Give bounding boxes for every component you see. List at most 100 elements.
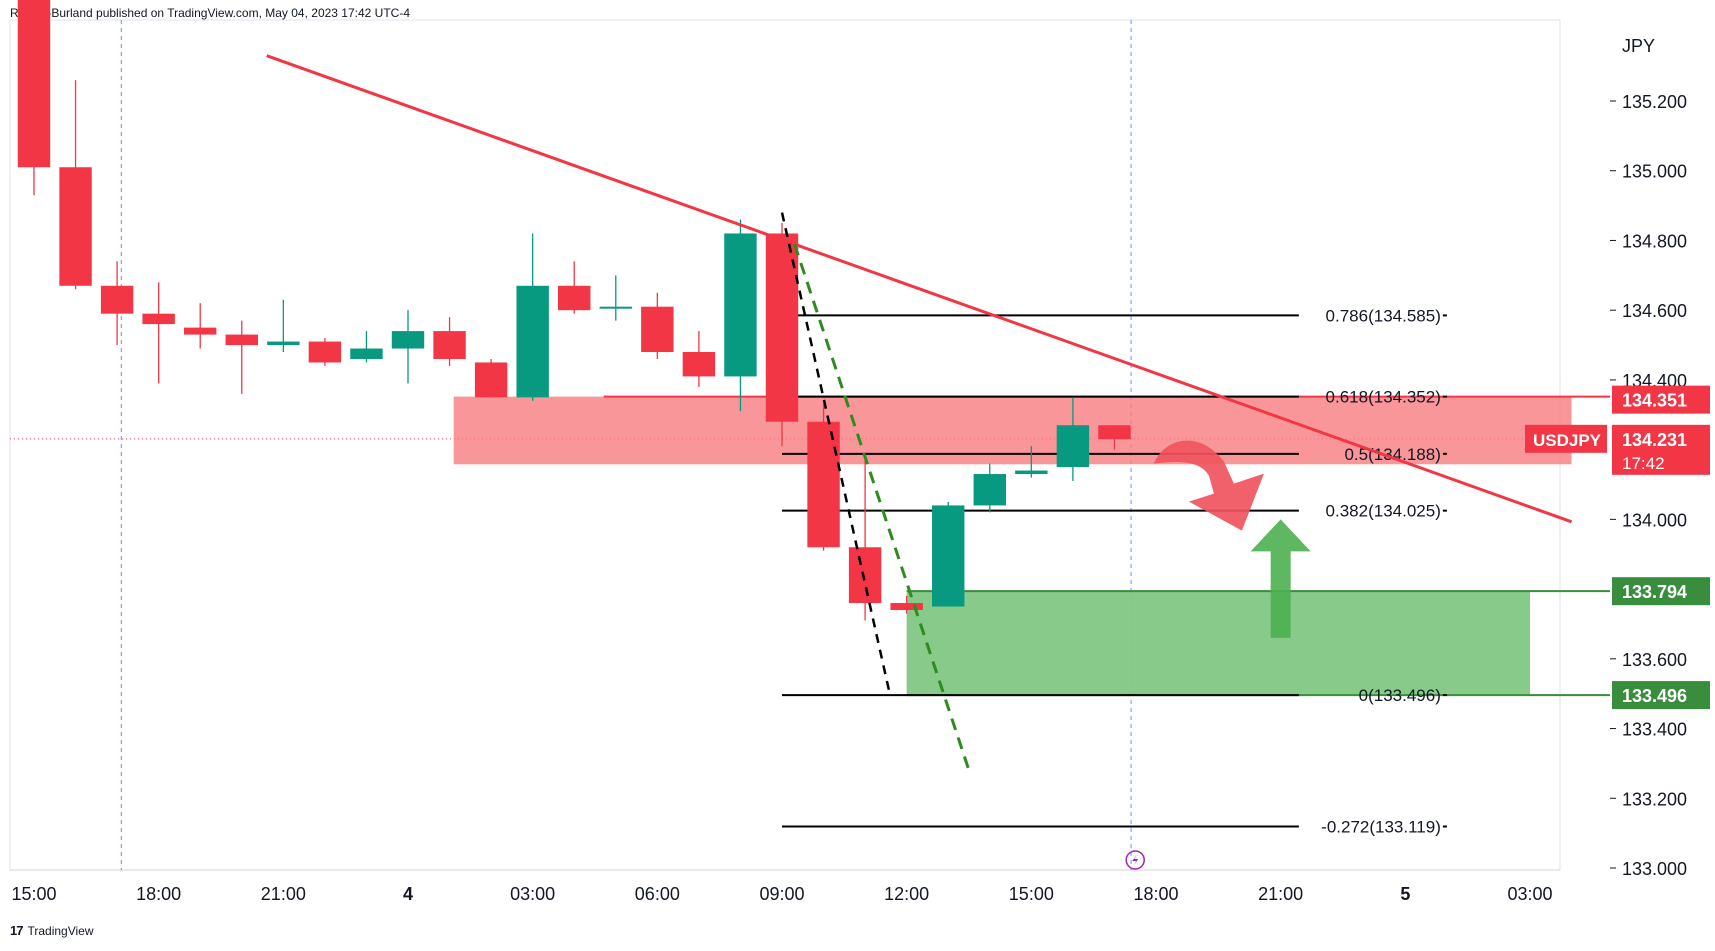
symbol-badge: USDJPY	[1525, 424, 1607, 453]
candle-body	[724, 233, 757, 377]
candle-body	[474, 362, 508, 398]
symbol-badge-bg	[1525, 424, 1607, 453]
candle-body	[308, 341, 342, 363]
candle-14[interactable]	[599, 275, 632, 321]
candle-body	[973, 474, 1006, 506]
candle-3[interactable]	[142, 282, 175, 384]
bullish-up-arrow-icon	[1250, 519, 1311, 638]
currency-label: JPY	[1622, 36, 1655, 56]
candle-22[interactable]	[932, 501, 965, 607]
candle-1[interactable]	[59, 80, 92, 290]
candle-10[interactable]	[433, 317, 466, 366]
descending-trendline	[266, 54, 1573, 524]
candle-body	[184, 327, 217, 335]
candle-body	[1098, 425, 1131, 440]
x-tick-7: 12:00	[884, 884, 929, 904]
symbol-badge-text: USDJPY	[1533, 431, 1602, 450]
candle-20[interactable]	[848, 460, 882, 621]
x-tick-10: 21:00	[1258, 884, 1303, 904]
candle-body	[890, 603, 923, 611]
resistance-badge: 134.351	[1612, 385, 1710, 414]
candle-body	[100, 285, 134, 314]
candle-body	[807, 421, 840, 548]
candle-body	[1015, 470, 1048, 475]
fib-label-3: 0.382(134.025)	[1326, 502, 1441, 521]
candle-23[interactable]	[973, 463, 1006, 513]
candle-25[interactable]	[1056, 397, 1090, 482]
candle-9[interactable]	[391, 310, 425, 384]
x-tick-1: 18:00	[136, 884, 181, 904]
candle-body	[848, 547, 882, 604]
candle-body	[558, 285, 591, 311]
candle-body	[225, 334, 258, 346]
candle-body	[391, 331, 425, 349]
tradingview-logo-icon: 17	[10, 923, 24, 938]
fib-label-0: 0.786(134.585)	[1326, 306, 1441, 325]
x-tick-3: 4	[403, 884, 413, 904]
support-bottom-badge: 133.496	[1612, 681, 1710, 710]
y-tick-5: 134.000	[1622, 510, 1687, 530]
last-price-text: 134.231	[1622, 430, 1687, 450]
support-bottom-badge-text: 133.496	[1622, 686, 1687, 706]
brand-name: TradingView	[27, 923, 94, 938]
candle-6[interactable]	[267, 299, 300, 353]
candle-15[interactable]	[641, 292, 674, 359]
candle-body	[641, 306, 674, 353]
y-tick-7: 133.400	[1622, 720, 1687, 740]
candle-4[interactable]	[184, 303, 217, 349]
candle-26[interactable]	[1098, 425, 1131, 450]
dashed-green-line	[793, 243, 971, 771]
last-price-badge: 134.231 17:42	[1612, 424, 1710, 475]
last-price-badge-bg	[1612, 424, 1710, 475]
candle-body	[142, 313, 175, 325]
fib-label-2: 0.5(134.188)	[1344, 445, 1440, 464]
candle-body	[350, 348, 383, 359]
candle-5[interactable]	[225, 320, 258, 394]
candle-7[interactable]	[308, 338, 342, 366]
candle-18[interactable]	[765, 223, 799, 447]
fib-label-4: 0(133.496)	[1359, 686, 1441, 705]
lightning-icon[interactable]	[1125, 850, 1145, 870]
candle-12[interactable]	[516, 233, 549, 401]
bearish-curved-arrow-icon	[1153, 440, 1264, 531]
dashed-black-line	[780, 212, 892, 696]
brand-footer: 17 TradingView	[10, 923, 94, 938]
candle-13[interactable]	[558, 261, 591, 314]
x-tick-5: 06:00	[635, 884, 680, 904]
x-tick-6: 09:00	[759, 884, 804, 904]
lightning-glyph	[1132, 854, 1139, 866]
x-tick-2: 21:00	[261, 884, 306, 904]
candle-2[interactable]	[100, 261, 134, 346]
candle-body	[59, 167, 92, 286]
support-zone	[906, 591, 1530, 696]
candle-17[interactable]	[724, 219, 757, 412]
candle-8[interactable]	[350, 331, 383, 363]
candle-body	[17, 0, 51, 168]
support-top-badge: 133.794	[1612, 577, 1710, 606]
y-tick-8: 133.200	[1622, 789, 1687, 809]
candle-0[interactable]	[17, 0, 51, 196]
candle-24[interactable]	[1015, 446, 1048, 478]
resistance-badge-bg	[1612, 385, 1710, 414]
y-tick-6: 133.600	[1622, 650, 1687, 670]
support-top-badge-bg	[1612, 577, 1710, 606]
candle-19[interactable]	[807, 404, 840, 551]
x-tick-8: 15:00	[1009, 884, 1054, 904]
x-tick-11: 5	[1400, 884, 1410, 904]
support-top-badge-text: 133.794	[1622, 582, 1687, 602]
countdown-text: 17:42	[1622, 454, 1665, 473]
candle-21[interactable]	[890, 596, 923, 614]
support-bottom-badge-bg	[1612, 681, 1710, 710]
resistance-badge-text: 134.351	[1622, 391, 1687, 411]
candle-16[interactable]	[682, 331, 716, 387]
fib-label-1: 0.618(134.352)	[1326, 388, 1441, 407]
x-tick-12: 03:00	[1507, 884, 1552, 904]
candle-11[interactable]	[474, 358, 508, 398]
x-tick-0: 15:00	[11, 884, 56, 904]
y-tick-2: 134.800	[1622, 231, 1687, 251]
candle-body	[433, 331, 466, 359]
x-tick-9: 18:00	[1133, 884, 1178, 904]
candle-body	[932, 505, 965, 607]
candle-body	[516, 285, 549, 398]
